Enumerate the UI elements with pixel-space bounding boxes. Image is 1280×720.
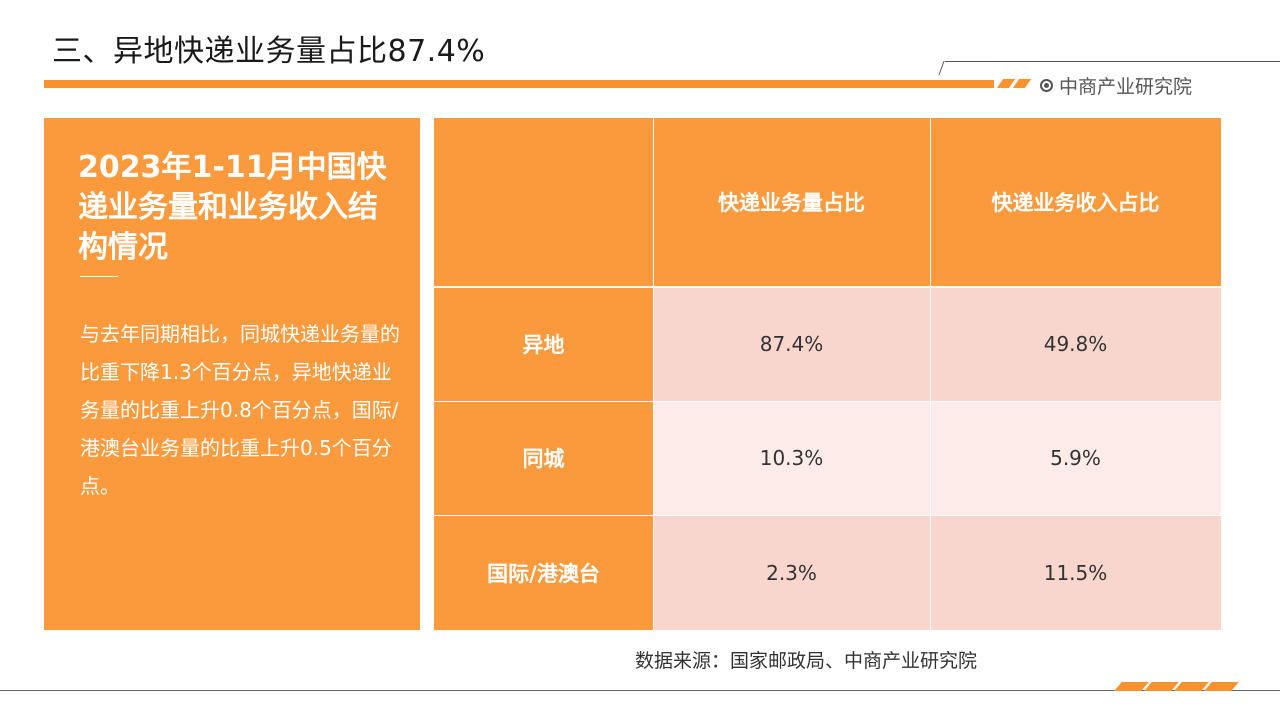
- table-cell-volume: 10.3%: [653, 401, 930, 515]
- target-icon: [1040, 79, 1053, 92]
- table-grid-line: [434, 401, 1221, 402]
- panel-title: 2023年1-11月中国快递业务量和业务收入结构情况: [78, 150, 387, 265]
- header-rule-slant: [938, 61, 945, 75]
- source-note: 数据来源：国家邮政局、中商产业研究院: [635, 650, 978, 672]
- header-rule: [945, 61, 1280, 62]
- table-cell-volume: 2.3%: [653, 515, 930, 630]
- table-row-label: 同城: [434, 401, 653, 515]
- table-cell-volume: 87.4%: [653, 286, 930, 401]
- panel-divider: [80, 276, 118, 277]
- header-accent-bar: [44, 80, 994, 88]
- panel-body: 与去年同期相比，同城快递业务量的比重下降1.3个百分点，异地快递业务量的比重上升…: [80, 322, 400, 498]
- table-row-label: 国际/港澳台: [434, 515, 653, 630]
- table-grid-line: [930, 118, 931, 630]
- table-row-label: 异地: [434, 286, 653, 401]
- brand: 中商产业研究院: [1040, 72, 1192, 99]
- header-stripe: [1012, 79, 1032, 88]
- table-cell-revenue: 11.5%: [930, 515, 1221, 630]
- table-grid-line: [434, 286, 1221, 288]
- table-cell-revenue: 49.8%: [930, 286, 1221, 401]
- data-table: 快递业务量占比 快递业务收入占比 异地 87.4% 49.8% 同城 10.3%…: [434, 118, 1221, 630]
- table-header-corner: [434, 118, 653, 286]
- page-title: 三、异地快递业务量占比87.4%: [52, 34, 486, 69]
- table-cell-revenue: 5.9%: [930, 401, 1221, 515]
- table-header-revenue: 快递业务收入占比: [930, 118, 1221, 286]
- table-grid-line: [434, 515, 1221, 516]
- summary-panel: 2023年1-11月中国快递业务量和业务收入结构情况 与去年同期相比，同城快递业…: [44, 118, 420, 630]
- footer-rule: [0, 690, 1280, 691]
- brand-name: 中商产业研究院: [1059, 76, 1193, 98]
- table-header-volume: 快递业务量占比: [653, 118, 930, 286]
- table-grid-line: [653, 118, 654, 630]
